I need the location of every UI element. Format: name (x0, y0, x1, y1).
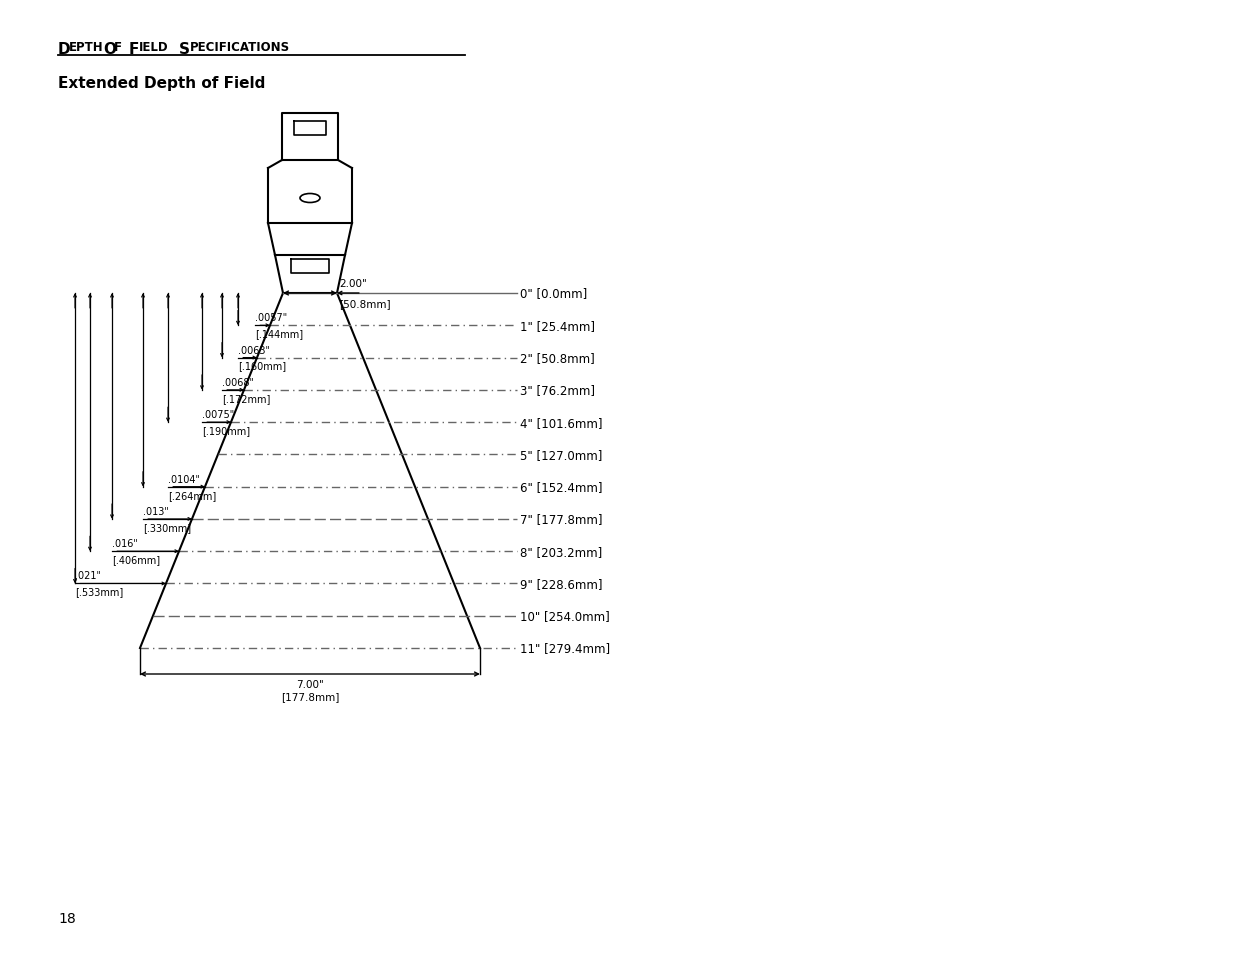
Text: 10" [254.0mm]: 10" [254.0mm] (520, 610, 610, 622)
Text: EPTH: EPTH (69, 41, 104, 54)
Text: IELD: IELD (140, 41, 169, 54)
Text: .021": .021" (75, 571, 101, 580)
Text: 4" [101.6mm]: 4" [101.6mm] (520, 416, 603, 429)
Text: [177.8mm]: [177.8mm] (280, 691, 340, 701)
Text: 3" [76.2mm]: 3" [76.2mm] (520, 384, 595, 396)
Text: .0075": .0075" (203, 410, 235, 419)
Text: 7.00": 7.00" (296, 679, 324, 689)
Text: PECIFICATIONS: PECIFICATIONS (190, 41, 290, 54)
Text: .0063": .0063" (238, 345, 270, 355)
Text: .016": .016" (112, 538, 138, 549)
Text: [.144mm]: [.144mm] (254, 329, 303, 339)
Text: 2.00": 2.00" (338, 278, 367, 289)
Text: [.172mm]: [.172mm] (222, 394, 270, 403)
Text: [.264mm]: [.264mm] (168, 490, 216, 500)
Text: Extended Depth of Field: Extended Depth of Field (58, 76, 266, 91)
Text: 0" [0.0mm]: 0" [0.0mm] (520, 287, 588, 300)
Text: [.533mm]: [.533mm] (75, 587, 124, 597)
Text: O: O (103, 42, 116, 57)
Text: 9" [228.6mm]: 9" [228.6mm] (520, 578, 603, 590)
Text: 11" [279.4mm]: 11" [279.4mm] (520, 641, 610, 655)
Text: 18: 18 (58, 911, 75, 925)
Text: [.190mm]: [.190mm] (203, 426, 251, 436)
Text: .013": .013" (143, 506, 169, 517)
Text: [.330mm]: [.330mm] (143, 522, 191, 533)
Text: 6" [152.4mm]: 6" [152.4mm] (520, 480, 603, 494)
Text: 1" [25.4mm]: 1" [25.4mm] (520, 319, 595, 333)
Text: F: F (128, 42, 140, 57)
Text: 7" [177.8mm]: 7" [177.8mm] (520, 513, 603, 526)
Text: 2" [50.8mm]: 2" [50.8mm] (520, 352, 595, 365)
Text: .0057": .0057" (254, 313, 288, 323)
Text: 5" [127.0mm]: 5" [127.0mm] (520, 449, 603, 461)
Text: [50.8mm]: [50.8mm] (338, 298, 390, 309)
Text: [.406mm]: [.406mm] (112, 555, 161, 564)
Text: 8" [203.2mm]: 8" [203.2mm] (520, 545, 603, 558)
Text: .0104": .0104" (168, 475, 200, 484)
Text: [.160mm]: [.160mm] (238, 361, 287, 371)
Text: S: S (179, 42, 190, 57)
Text: .0068": .0068" (222, 377, 254, 388)
Text: F: F (114, 41, 122, 54)
Text: D: D (58, 42, 70, 57)
